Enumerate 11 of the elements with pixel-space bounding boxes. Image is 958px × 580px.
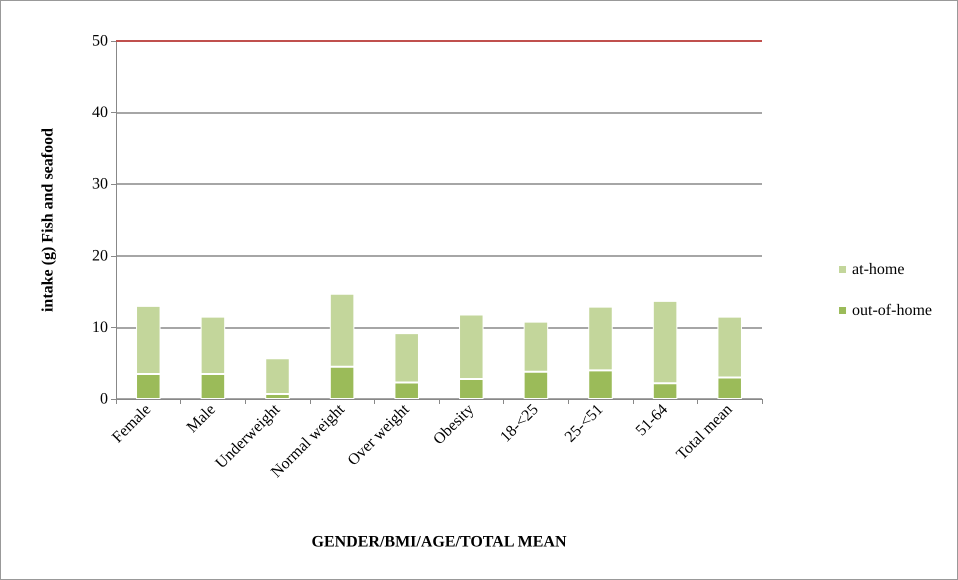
y-tick-label: 0 bbox=[100, 390, 108, 408]
y-tick-label: 50 bbox=[92, 32, 108, 50]
y-tick-label: 10 bbox=[92, 318, 108, 336]
x-axis-title: GENDER/BMI/AGE/TOTAL MEAN bbox=[312, 534, 567, 550]
legend-label: out-of-home bbox=[852, 302, 932, 319]
x-tick-label: Male bbox=[184, 400, 219, 436]
y-tick-label: 30 bbox=[92, 176, 108, 193]
legend-label: at-home bbox=[852, 261, 904, 278]
y-tick-label: 20 bbox=[92, 247, 108, 264]
y-axis-title: intake (g) Fish and seafood bbox=[40, 128, 56, 312]
y-tick-label: 40 bbox=[92, 104, 108, 122]
